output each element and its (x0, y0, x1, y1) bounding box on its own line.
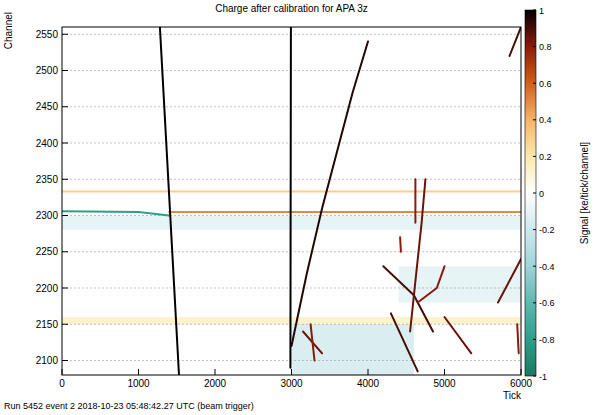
track (414, 295, 433, 331)
x-tick-label: 6000 (510, 378, 533, 389)
track (160, 27, 179, 375)
colorbar-tick-label: 0.4 (539, 115, 552, 125)
colorbar-tick-label: 0.6 (539, 79, 552, 89)
colorbar-tick-label: -0.4 (539, 262, 555, 272)
track (289, 27, 292, 368)
x-tick (521, 369, 522, 375)
x-tick (291, 369, 292, 375)
x-tick-label: 3000 (280, 378, 303, 389)
y-tick-label: 2100 (36, 355, 59, 366)
charge-region (62, 317, 521, 324)
y-tick (62, 34, 68, 35)
track (311, 324, 315, 360)
colorbar-tick (533, 193, 536, 194)
x-tick-label: 4000 (357, 378, 380, 389)
y-axis-title: Channel (3, 12, 14, 49)
y-tick (62, 143, 68, 144)
track (414, 179, 426, 295)
track (399, 237, 402, 252)
track (292, 42, 369, 347)
track (391, 313, 418, 371)
track (418, 266, 445, 302)
colorbar-tick-label: 0.8 (539, 42, 552, 52)
track (62, 211, 169, 215)
colorbar-tick (533, 229, 536, 230)
colorbar-tick-label: -0.2 (539, 225, 555, 235)
plot-frame (62, 27, 521, 375)
colorbar-tick-label: -1 (539, 372, 547, 382)
track (517, 324, 519, 353)
track (169, 211, 521, 213)
colorbar-tick (533, 302, 536, 303)
x-tick-label: 2000 (204, 378, 227, 389)
y-tick-label: 2350 (36, 174, 59, 185)
colorbar-tick (533, 156, 536, 157)
track (410, 295, 414, 331)
y-tick (62, 251, 68, 252)
y-tick (62, 324, 68, 325)
color-bar (525, 10, 536, 376)
x-tick (215, 369, 216, 375)
y-tick (62, 179, 68, 180)
title: Charge after calibration for APA 3z (215, 3, 368, 14)
colorbar-tick (533, 266, 536, 267)
colorbar-title: Signal [ke/tick/channel] (579, 142, 590, 245)
y-tick-label: 2300 (36, 210, 59, 221)
y-tick-label: 2550 (36, 29, 59, 40)
colorbar-tick (533, 10, 536, 11)
colorbar-tick-label: -0.6 (539, 298, 555, 308)
track (445, 317, 472, 353)
x-axis-title: Tick (503, 390, 522, 401)
chart: 0 1000 2000 3000 4000 5000 6000 2100 2150 2200 225… (0, 0, 599, 415)
y-tick (62, 106, 68, 107)
y-tick (62, 288, 68, 289)
colorbar-tick-label: 1 (539, 6, 544, 16)
footer: Run 5452 event 2 2018-10-23 05:48:42.27 … (4, 401, 254, 411)
colorbar-tick (533, 339, 536, 340)
colorbar-tick (533, 119, 536, 120)
y-tick-label: 2250 (36, 246, 59, 257)
x-tick (444, 369, 445, 375)
x-tick (138, 369, 139, 375)
x-tick-label: 5000 (433, 378, 456, 389)
y-tick (62, 215, 68, 216)
y-tick-label: 2450 (36, 101, 59, 112)
colorbar-tick (533, 46, 536, 47)
colorbar-tick-label: -0.8 (539, 335, 555, 345)
track (498, 259, 521, 303)
colorbar-tick-label: 0.2 (539, 152, 552, 162)
y-tick (62, 70, 68, 71)
y-tick-label: 2400 (36, 138, 59, 149)
y-tick-label: 2150 (36, 319, 59, 330)
data-layer (62, 27, 521, 375)
y-tick-label: 2500 (36, 65, 59, 76)
colorbar-tick-label: 0 (539, 189, 544, 199)
track (414, 179, 416, 223)
x-tick-label: 1000 (127, 378, 150, 389)
colorbar-tick (533, 376, 536, 377)
x-tick-label: 0 (59, 378, 65, 389)
grid-line (62, 360, 521, 361)
y-tick (62, 360, 68, 361)
x-tick (62, 369, 63, 375)
track (510, 27, 522, 56)
track (383, 266, 414, 295)
y-tick-label: 2200 (36, 283, 59, 294)
grid-line (62, 324, 521, 325)
plot-area (62, 27, 521, 375)
x-tick (368, 369, 369, 375)
colorbar-tick (533, 83, 536, 84)
